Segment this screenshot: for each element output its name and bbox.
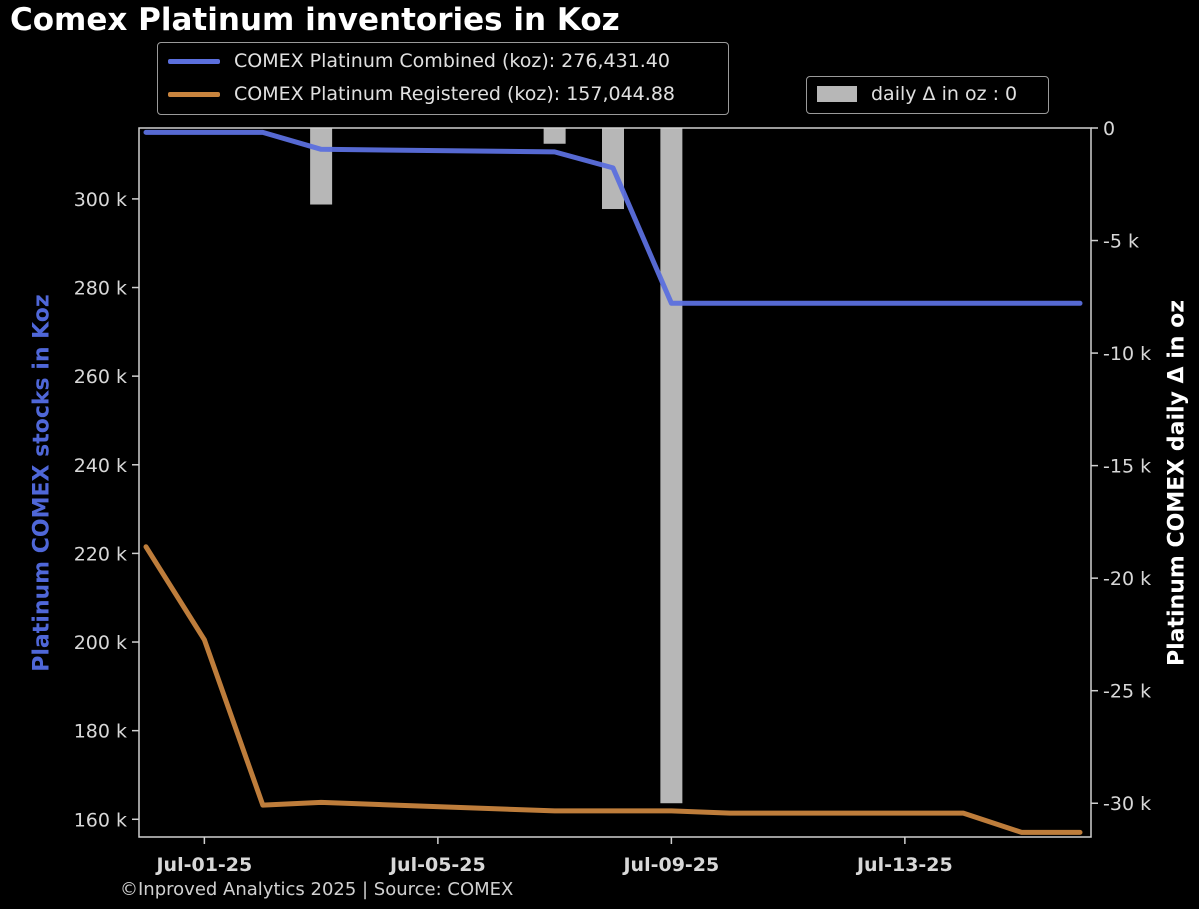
- y-axis-right-label: Platinum COMEX daily Δ in oz: [1164, 299, 1190, 667]
- legend-item-daily: daily Δ in oz : 0: [817, 83, 1017, 105]
- x-tick-label: Jul-09-25: [621, 854, 719, 876]
- legend-lines: COMEX Platinum Combined (koz): 276,431.4…: [157, 42, 729, 115]
- right-tick-label: -10 k: [1103, 343, 1151, 365]
- x-tick-label: Jul-13-25: [855, 854, 953, 876]
- registered-series-line: [143, 544, 1083, 835]
- line-series: [143, 129, 1083, 835]
- daily-delta-bar: [543, 128, 566, 144]
- right-tick-label: -20 k: [1103, 568, 1151, 590]
- right-tick-label: -25 k: [1103, 681, 1151, 703]
- legend-swatch-daily: [817, 86, 857, 102]
- chart-title: Comex Platinum inventories in Koz: [10, 2, 620, 38]
- right-tick-label: -30 k: [1103, 793, 1151, 815]
- left-tick-label: 160 k: [74, 809, 127, 831]
- left-axis: 160 k 180 k 200 k 220 k 240 k 260 k 280 k 300 k: [74, 189, 139, 831]
- legend-swatch-registered: [168, 91, 220, 97]
- right-tick-label: 0: [1103, 118, 1115, 140]
- left-tick-label: 300 k: [74, 189, 127, 211]
- right-tick-label: -5 k: [1103, 231, 1139, 253]
- left-tick-label: 220 k: [74, 543, 127, 565]
- legend-label-combined: COMEX Platinum Combined (koz): 276,431.4…: [234, 50, 670, 72]
- daily-delta-bar: [310, 128, 333, 205]
- legend-item-combined: COMEX Platinum Combined (koz): 276,431.4…: [168, 50, 670, 72]
- daily-delta-bar: [660, 128, 683, 804]
- legend-label-registered: COMEX Platinum Registered (koz): 157,044…: [234, 83, 675, 105]
- plot-frame: [138, 127, 1092, 838]
- left-tick-label: 240 k: [74, 455, 127, 477]
- legend-item-registered: COMEX Platinum Registered (koz): 157,044…: [168, 83, 675, 105]
- right-axis: 0 -5 k -10 k -15 k -20 k -25 k -30 k: [1091, 118, 1151, 815]
- y-axis-left-label: Platinum COMEX stocks in Koz: [29, 294, 55, 672]
- combined-series-line: [143, 129, 1083, 306]
- right-tick-label: -15 k: [1103, 456, 1151, 478]
- legend-bars: daily Δ in oz : 0: [806, 76, 1049, 114]
- left-tick-label: 180 k: [74, 721, 127, 743]
- footer-source: ©Inproved Analytics 2025 | Source: COMEX: [120, 879, 514, 900]
- bar-series: [310, 128, 683, 804]
- legend-label-daily: daily Δ in oz : 0: [871, 83, 1018, 105]
- left-tick-label: 280 k: [74, 278, 127, 300]
- x-tick-label: Jul-05-25: [388, 854, 486, 876]
- legend-swatch-combined: [168, 58, 220, 64]
- x-tick-label: Jul-01-25: [154, 854, 252, 876]
- left-tick-label: 260 k: [74, 366, 127, 388]
- x-axis: Jul-01-25 Jul-05-25 Jul-09-25 Jul-13-25: [154, 837, 953, 876]
- left-tick-label: 200 k: [74, 632, 127, 654]
